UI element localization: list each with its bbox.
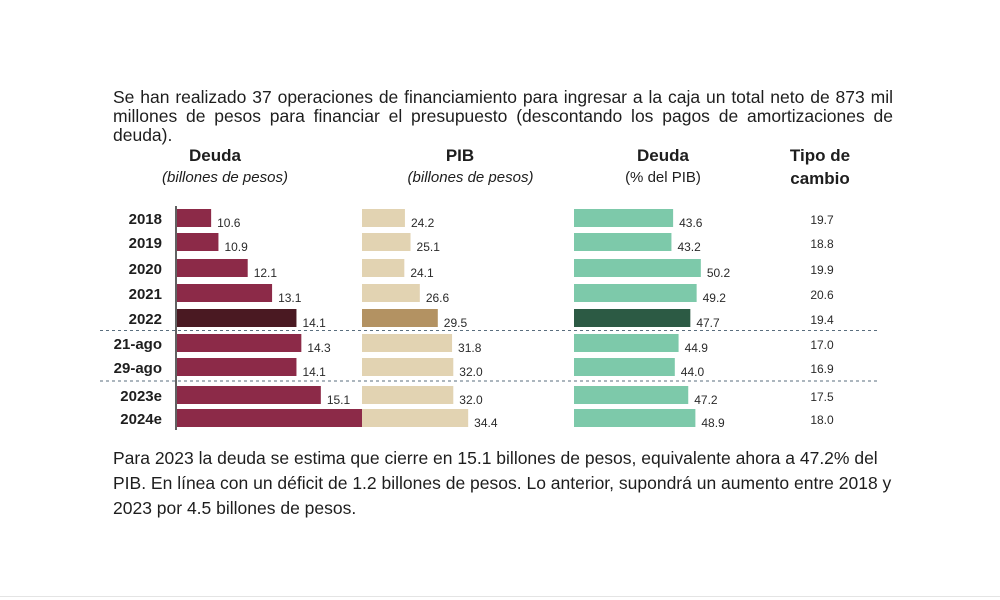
tipo-cambio-title-line2: cambio [790, 169, 850, 188]
deuda-column-title: Deuda [189, 146, 241, 165]
deuda-bar [177, 409, 363, 427]
deuda-bar [177, 209, 212, 227]
deuda-pct-bar [574, 259, 701, 277]
deuda-pct-column-title: Deuda [637, 146, 689, 165]
pib-bar [362, 284, 420, 302]
outro-paragraph: Para 2023 la deuda se estima que cierre … [113, 448, 892, 518]
tipo-cambio-value: 19.7 [810, 213, 834, 227]
pib-value-label: 32.0 [459, 365, 483, 379]
deuda-pct-bar [574, 358, 675, 376]
tipo-cambio-title-line1: Tipo de [789, 146, 851, 165]
deuda-bar [177, 309, 297, 327]
deuda-pct-column-subtitle: (% del PIB) [625, 169, 701, 186]
deuda-bar [177, 334, 302, 352]
tipo-cambio-value: 19.4 [810, 313, 834, 327]
deuda-pct-bar [574, 386, 689, 404]
category-label: 2019 [129, 235, 162, 252]
pib-value-label: 25.1 [417, 240, 441, 254]
intro-paragraph: Se han realizado 37 operaciones de finan… [113, 87, 893, 145]
deuda-column-subtitle: (billones de pesos) [162, 169, 288, 186]
pib-value-label: 24.2 [411, 216, 435, 230]
tipo-cambio-value: 20.6 [810, 288, 834, 302]
pib-value-label: 26.6 [426, 291, 450, 305]
deuda-pct-value-label: 44.0 [681, 365, 705, 379]
deuda-pct-value-label: 47.2 [694, 393, 718, 407]
pib-bar [362, 233, 411, 251]
category-label: 29-ago [114, 360, 162, 377]
deuda-value-label: 14.1 [302, 365, 326, 379]
pib-column-title: PIB [445, 146, 475, 165]
pib-value-label: 24.1 [410, 266, 434, 280]
deuda-value-label: 10.9 [224, 240, 248, 254]
deuda-pct-bar [574, 284, 697, 302]
deuda-pct-value-label: 43.6 [679, 216, 703, 230]
pib-value-label: 29.5 [444, 316, 468, 330]
category-label: 2023e [120, 388, 162, 405]
tipo-cambio-value: 18.8 [810, 237, 834, 251]
category-label: 2018 [129, 211, 162, 228]
pib-bar [362, 259, 405, 277]
deuda-value-label: 15.1 [327, 393, 351, 407]
category-label: 21-ago [114, 336, 162, 353]
deuda-bar [177, 358, 297, 376]
deuda-bar [177, 233, 219, 251]
deuda-value-label: 14.1 [302, 316, 326, 330]
tipo-cambio-value: 19.9 [810, 263, 834, 277]
deuda-value-label: 14.3 [307, 341, 331, 355]
deuda-value-label: 10.6 [217, 216, 241, 230]
pib-bar [362, 386, 454, 404]
deuda-pct-bar [574, 334, 679, 352]
deuda-pct-value-label: 50.2 [707, 266, 731, 280]
deuda-pct-value-label: 49.2 [703, 291, 727, 305]
deuda-pct-bar [574, 309, 691, 327]
pib-column-subtitle: (billones de pesos) [407, 169, 534, 186]
category-label: 2020 [129, 261, 162, 278]
deuda-pct-value-label: 48.9 [701, 416, 725, 430]
category-label: 2024e [120, 411, 162, 428]
category-label: 2021 [129, 286, 162, 303]
deuda-pct-value-label: 43.2 [677, 240, 701, 254]
pib-value-label: 31.8 [458, 341, 482, 355]
pib-bar [362, 358, 454, 376]
pib-value-label: 34.4 [474, 416, 498, 430]
pib-value-label: 32.0 [459, 393, 483, 407]
category-label: 2022 [129, 311, 162, 328]
deuda-pct-value-label: 47.7 [696, 316, 720, 330]
tipo-cambio-value: 16.9 [810, 362, 834, 376]
deuda-bar [177, 284, 273, 302]
bottom-divider [0, 596, 1000, 597]
deuda-pct-bar [574, 209, 674, 227]
tipo-cambio-value: 18.0 [810, 413, 834, 427]
pib-bar [362, 209, 405, 227]
pib-bar [362, 334, 453, 352]
deuda-pct-bar [574, 233, 672, 251]
pib-bar [362, 409, 469, 427]
deuda-pct-value-label: 44.9 [685, 341, 709, 355]
pib-bar [362, 309, 438, 327]
deuda-value-label: 12.1 [254, 266, 278, 280]
tipo-cambio-value: 17.0 [810, 338, 834, 352]
deuda-pct-bar [574, 409, 696, 427]
deuda-bar [177, 259, 248, 277]
deuda-value-label: 13.1 [278, 291, 302, 305]
tipo-cambio-value: 17.5 [810, 390, 834, 404]
deuda-bar [177, 386, 321, 404]
